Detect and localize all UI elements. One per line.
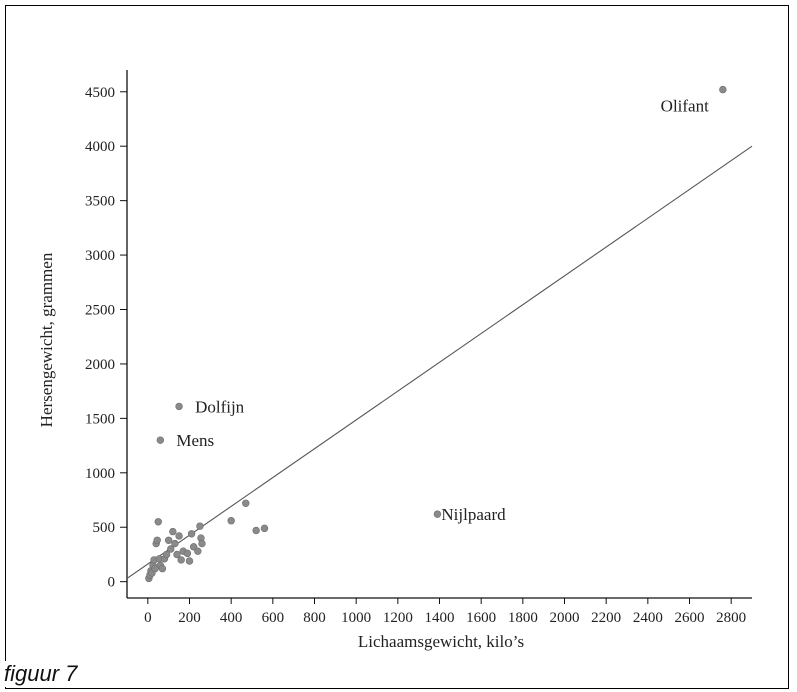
data-point (194, 547, 202, 555)
x-tick-label: 2000 (550, 610, 580, 626)
x-tick-label: 2600 (675, 610, 705, 626)
data-point (158, 564, 167, 573)
data-point (177, 556, 185, 564)
data-point (167, 545, 175, 553)
x-tick-label: 400 (220, 610, 243, 626)
y-tick-label: 3000 (85, 248, 115, 264)
data-point (153, 536, 161, 545)
data-point-dolfijn (175, 402, 183, 411)
x-tick-label: 1600 (466, 610, 496, 626)
point-label-nijlpaard: Nijlpaard (441, 505, 506, 524)
x-tick-label: 2200 (591, 610, 621, 626)
x-tick-label: 1200 (383, 610, 413, 626)
data-point (175, 532, 183, 540)
x-tick-label: 1000 (341, 610, 371, 626)
y-tick-label: 500 (93, 520, 116, 536)
y-tick-label: 1500 (85, 411, 115, 427)
data-point (154, 518, 162, 526)
data-point (198, 539, 206, 548)
data-point (185, 557, 194, 565)
x-tick-label: 600 (262, 610, 285, 626)
x-tick-label: 2800 (716, 610, 746, 626)
data-point (260, 524, 269, 533)
trend-line (126, 145, 753, 579)
data-point-nijlpaard (433, 510, 442, 518)
data-point (252, 526, 260, 535)
y-axis-label: Hersengewicht, grammen (37, 252, 56, 427)
data-point (196, 522, 204, 530)
x-tick-label: 1400 (425, 610, 455, 626)
data-point (162, 550, 171, 559)
data-point (164, 536, 173, 545)
data-point-mens (156, 436, 165, 444)
data-point-olifant (719, 85, 727, 94)
x-tick-label: 0 (144, 610, 152, 626)
data-point (183, 549, 192, 558)
data-point (173, 550, 181, 559)
chart-frame (5, 5, 789, 689)
data-point (151, 564, 159, 573)
x-tick-label: 200 (178, 610, 201, 626)
data-point (227, 517, 235, 525)
y-tick-label: 2500 (85, 303, 115, 319)
point-label-dolfijn: Dolfijn (195, 397, 245, 416)
y-tick-label: 0 (108, 575, 116, 591)
x-axis-label: Lichaamsgewicht, kilo’s (358, 632, 524, 651)
data-point (171, 539, 179, 548)
y-tick-label: 2000 (85, 357, 115, 373)
y-tick-label: 4500 (85, 85, 115, 101)
y-tick-label: 4000 (85, 139, 115, 155)
figure-caption: figuur 7 (4, 661, 82, 687)
x-tick-label: 1800 (508, 610, 538, 626)
x-tick-label: 2400 (633, 610, 663, 626)
data-point (169, 527, 177, 536)
point-label-mens: Mens (176, 431, 214, 450)
data-point (187, 530, 196, 538)
data-point (242, 499, 250, 507)
x-tick-label: 800 (303, 610, 326, 626)
y-tick-label: 3500 (85, 194, 115, 210)
y-tick-label: 1000 (85, 466, 115, 482)
point-label-olifant: Olifant (661, 97, 709, 116)
